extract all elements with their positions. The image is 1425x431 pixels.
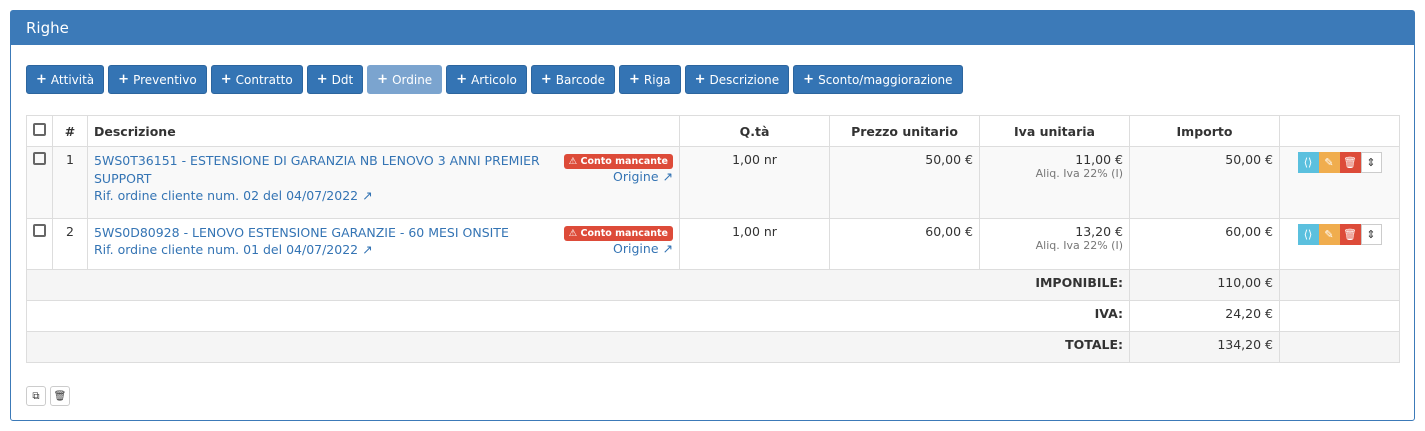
external-link-icon: ↗ [662,241,673,256]
row-iva: 13,20 € [1075,224,1123,239]
add-contratto-button[interactable]: + Contratto [210,65,303,94]
row-qty: 1,00 nr [679,146,830,219]
origin-link[interactable]: Origine ↗ [613,241,673,256]
row-price: 50,00 € [829,146,980,219]
add-articolo-button[interactable]: + Articolo [446,65,527,94]
total-value: 110,00 € [1129,269,1280,301]
total-value: 134,20 € [1129,331,1280,363]
conto-mancante-badge: ⚠ Conto mancante [563,226,673,241]
add-riga-button[interactable]: + Riga [619,65,681,94]
copy-selected-button[interactable]: ⧉ [26,386,46,406]
select-all-checkbox[interactable] [33,123,46,136]
table-row: 1 ⚠ Conto mancante Origine ↗ 5WS0T36151 -… [26,146,1400,219]
plus-icon: + [629,72,640,87]
select-all-header [26,115,53,147]
sort-handle[interactable]: ⇕ [1360,152,1382,173]
add-buttons: + Attività + Preventivo + Contratto + Ddt + Ordin… [26,65,963,94]
row-aliquota: Aliq. Iva 22% (I) [1035,239,1123,252]
row-aliquota: Aliq. Iva 22% (I) [1035,167,1123,180]
add-sconto-maggiorazione-button[interactable]: + Sconto/maggiorazione [793,65,963,94]
origin-link[interactable]: Origine ↗ [613,169,673,184]
totals-row: IMPONIBILE: 110,00 € [26,269,1400,301]
col-iva: Iva unitaria [979,115,1130,147]
order-ref-link[interactable]: Rif. ordine cliente num. 01 del 04/07/20… [94,242,373,257]
plus-icon: + [36,72,47,87]
plus-icon: + [377,72,389,87]
panel-title: Righe [11,11,1414,45]
add-attivit--button[interactable]: + Attività [26,65,105,94]
row-checkbox[interactable] [33,224,46,237]
row-number: 1 [52,146,88,219]
edit-button[interactable]: ✎ [1318,224,1340,245]
total-label: TOTALE: [26,331,1130,363]
totals-row: TOTALE: 134,20 € [26,331,1400,363]
table-row: 2 ⚠ Conto mancante Origine ↗ 5WS0D80928 -… [26,218,1400,270]
col-prezzo: Prezzo unitario [829,115,980,147]
row-description-link[interactable]: 5WS0D80928 - LENOVO ESTENSIONE GARANZIE … [94,225,509,240]
totals-row: IVA: 24,20 € [26,300,1400,332]
edit-button[interactable]: ✎ [1318,152,1340,173]
external-link-icon: ↗ [362,242,373,257]
external-link-icon: ↗ [362,188,373,203]
righe-panel: Righe + Attività + Preventivo + Contratto + Ddt… [10,10,1415,421]
col-importo: Importo [1129,115,1280,147]
delete-selected-button[interactable]: 🗑 [50,386,70,406]
plus-icon: + [220,72,232,87]
plus-icon: + [456,72,468,87]
edit-code-button[interactable]: ⟨⟩ [1297,152,1319,173]
row-qty: 1,00 nr [679,218,830,270]
order-ref-link[interactable]: Rif. ordine cliente num. 02 del 04/07/20… [94,188,373,203]
sort-handle[interactable]: ⇕ [1360,224,1382,245]
col-descrizione: Descrizione [87,115,680,147]
total-label: IVA: [26,300,1130,332]
plus-icon: + [316,72,328,87]
total-label: IMPONIBILE: [26,269,1130,301]
delete-button[interactable]: 🗑 [1339,152,1361,173]
add-ddt-button[interactable]: + Ddt [306,65,364,94]
col-number: # [52,115,88,147]
row-price: 60,00 € [829,218,980,270]
row-checkbox[interactable] [33,152,46,165]
add-preventivo-button[interactable]: + Preventivo [108,65,207,94]
edit-code-button[interactable]: ⟨⟩ [1297,224,1319,245]
total-value: 24,20 € [1129,300,1280,332]
conto-mancante-badge: ⚠ Conto mancante [563,154,673,169]
row-number: 2 [52,218,88,270]
delete-button[interactable]: 🗑 [1339,224,1361,245]
plus-icon: + [694,72,706,87]
righe-table: # Descrizione Q.tà Prezzo unitario Iva u… [26,115,1400,363]
add-descrizione-button[interactable]: + Descrizione [684,65,790,94]
plus-icon: + [540,72,552,87]
plus-icon: + [803,72,815,87]
col-actions [1279,115,1400,147]
plus-icon: + [118,72,130,87]
row-description-link[interactable]: 5WS0T36151 - ESTENSIONE DI GARANZIA NB L… [94,153,540,186]
row-amount: 50,00 € [1129,146,1280,219]
add-ordine-button[interactable]: + Ordine [367,65,443,94]
add-barcode-button[interactable]: + Barcode [530,65,615,94]
external-link-icon: ↗ [662,169,673,184]
col-qta: Q.tà [679,115,830,147]
row-amount: 60,00 € [1129,218,1280,270]
row-iva: 11,00 € [1075,152,1123,167]
